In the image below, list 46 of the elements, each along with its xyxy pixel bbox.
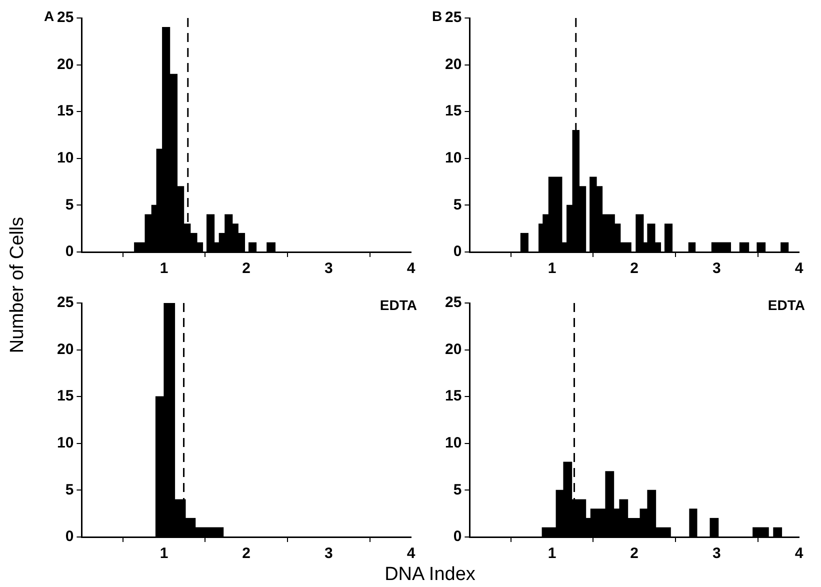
- x-tick-label: 2: [242, 260, 251, 278]
- y-tick-label: 0: [453, 528, 462, 546]
- x-tick-label: 3: [324, 260, 333, 278]
- y-tick-label: 25: [56, 9, 74, 26]
- y-tick-label: 15: [56, 102, 74, 120]
- x-tick-label: 4: [794, 260, 804, 278]
- y-tick-label: 5: [453, 481, 462, 498]
- annotation: EDTA: [380, 297, 417, 313]
- y-axis-title: Number of Cells: [7, 216, 29, 354]
- x-tick-label: 2: [630, 545, 639, 562]
- x-tick-label: 2: [630, 260, 639, 278]
- y-tick-label: 25: [56, 294, 74, 312]
- x-tick-label: 4: [794, 545, 804, 562]
- annotation: EDTA: [768, 297, 805, 313]
- x-tick-label: 1: [160, 260, 168, 278]
- y-tick-label: 20: [444, 56, 462, 73]
- y-tick-label: 10: [444, 150, 462, 167]
- y-tick-label: 15: [444, 102, 462, 120]
- y-tick-label: 5: [65, 481, 74, 498]
- y-tick-label: 10: [56, 150, 74, 167]
- text: B: [432, 8, 442, 24]
- x-tick-label: 1: [548, 260, 556, 278]
- x-tick-label: 1: [160, 545, 168, 562]
- y-tick-label: 15: [56, 388, 74, 405]
- y-tick-label: 10: [56, 434, 74, 452]
- y-tick-label: 0: [65, 528, 74, 546]
- y-tick-label: 25: [444, 9, 462, 26]
- x-tick-label: 3: [712, 545, 721, 562]
- x-tick-label: 3: [712, 260, 721, 278]
- y-tick-label: 5: [65, 196, 74, 214]
- x-tick-label: 1: [548, 545, 556, 562]
- x-tick-label: 4: [406, 260, 416, 278]
- y-tick-label: 0: [65, 243, 74, 260]
- x-tick-label: 4: [406, 545, 416, 562]
- y-tick-label: 20: [56, 340, 74, 358]
- x-tick-label: 2: [242, 545, 251, 562]
- y-tick-label: 5: [453, 196, 462, 214]
- y-tick-label: 25: [444, 294, 462, 312]
- y-tick-label: 20: [56, 56, 74, 73]
- text: A: [44, 8, 54, 24]
- y-tick-label: 10: [444, 434, 462, 452]
- y-tick-label: 0: [453, 243, 462, 260]
- y-tick-label: 20: [444, 340, 462, 358]
- x-axis-title: DNA Index: [384, 564, 476, 586]
- y-tick-label: 15: [444, 388, 462, 405]
- x-tick-label: 3: [324, 545, 333, 562]
